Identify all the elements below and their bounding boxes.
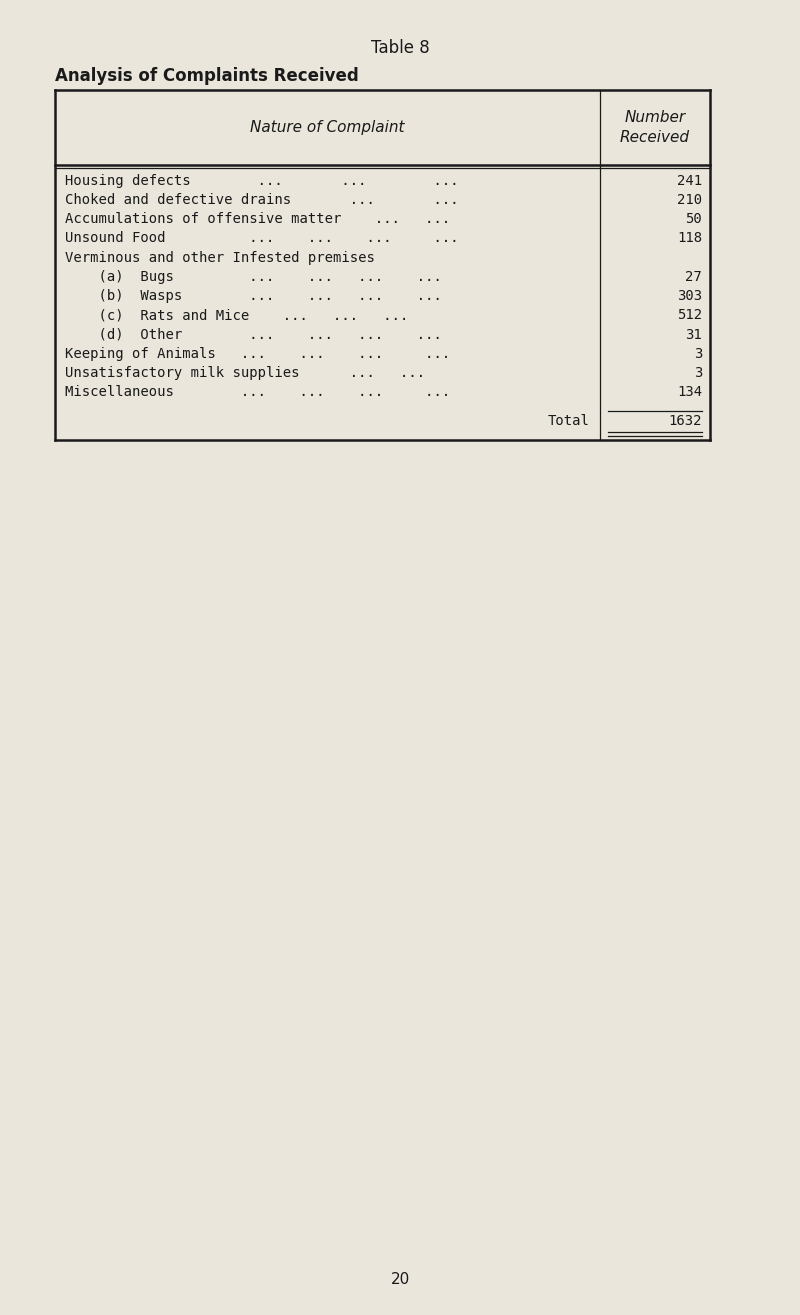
Text: Verminous and other Infested premises: Verminous and other Infested premises — [65, 251, 375, 264]
Text: 134: 134 — [677, 385, 702, 400]
Text: Keeping of Animals   ...    ...    ...     ...: Keeping of Animals ... ... ... ... — [65, 347, 450, 360]
Text: 118: 118 — [677, 231, 702, 246]
Text: 20: 20 — [390, 1273, 410, 1287]
Text: Housing defects        ...       ...        ...: Housing defects ... ... ... — [65, 174, 458, 188]
Text: Miscellaneous        ...    ...    ...     ...: Miscellaneous ... ... ... ... — [65, 385, 450, 400]
Text: (b)  Wasps        ...    ...   ...    ...: (b) Wasps ... ... ... ... — [65, 289, 442, 304]
Text: 512: 512 — [677, 309, 702, 322]
Text: Table 8: Table 8 — [370, 39, 430, 57]
Text: Total: Total — [548, 414, 590, 427]
Text: Number
Received: Number Received — [620, 110, 690, 145]
Text: 3: 3 — [694, 347, 702, 360]
Text: Unsatisfactory milk supplies      ...   ...: Unsatisfactory milk supplies ... ... — [65, 366, 425, 380]
Text: 27: 27 — [686, 270, 702, 284]
Text: (c)  Rats and Mice    ...   ...   ...: (c) Rats and Mice ... ... ... — [65, 309, 408, 322]
Text: Accumulations of offensive matter    ...   ...: Accumulations of offensive matter ... ..… — [65, 212, 450, 226]
Text: 1632: 1632 — [669, 414, 702, 427]
Text: Choked and defective drains       ...       ...: Choked and defective drains ... ... — [65, 193, 458, 206]
Text: 241: 241 — [677, 174, 702, 188]
Text: (d)  Other        ...    ...   ...    ...: (d) Other ... ... ... ... — [65, 327, 442, 342]
Text: 3: 3 — [694, 366, 702, 380]
Text: Nature of Complaint: Nature of Complaint — [250, 120, 405, 135]
Text: Unsound Food          ...    ...    ...     ...: Unsound Food ... ... ... ... — [65, 231, 458, 246]
Text: 303: 303 — [677, 289, 702, 304]
Text: 210: 210 — [677, 193, 702, 206]
Text: 50: 50 — [686, 212, 702, 226]
Text: (a)  Bugs         ...    ...   ...    ...: (a) Bugs ... ... ... ... — [65, 270, 442, 284]
Text: Analysis of Complaints Received: Analysis of Complaints Received — [55, 67, 358, 85]
Text: 31: 31 — [686, 327, 702, 342]
